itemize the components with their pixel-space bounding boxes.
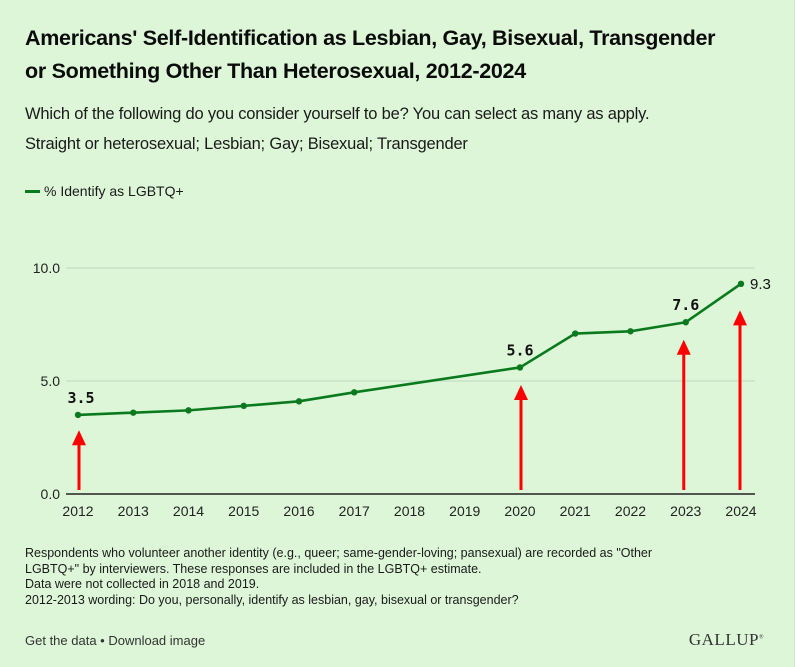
x-tick-label: 2022: [615, 503, 646, 519]
annotation-arrow-head: [72, 430, 86, 446]
x-tick-label: 2012: [62, 503, 93, 519]
x-tick-label: 2017: [339, 503, 370, 519]
data-point: [572, 330, 579, 337]
footnotes: Respondents who volunteer another identi…: [25, 546, 785, 608]
footer-links: Get the data • Download image: [25, 633, 205, 648]
data-label: 3.5: [67, 389, 94, 407]
x-tick-label: 2014: [173, 503, 204, 519]
annotation-arrow-head: [514, 385, 528, 400]
series-line: [77, 282, 742, 417]
line-chart: 0.0 5.0 10.0 2012 2013 2014 2015 2016 2017 2018 20…: [33, 260, 771, 519]
data-point: [130, 409, 137, 416]
title-line-1: Americans' Self-Identification as Lesbia…: [25, 26, 716, 50]
x-tick-label: 2016: [283, 503, 314, 519]
x-tick-label: 2020: [504, 503, 535, 519]
annotation-arrow-head: [676, 339, 691, 355]
data-label: 5.6: [506, 341, 533, 359]
y-tick-label: 5.0: [41, 373, 61, 389]
x-tick-label: 2015: [228, 503, 259, 519]
footnote-line: Data were not collected in 2018 and 2019…: [25, 577, 260, 591]
data-label: 9.3: [750, 276, 771, 293]
chart-title: Americans' Self-Identification as Lesbia…: [25, 22, 785, 88]
footer-separator: •: [96, 633, 109, 648]
legend-label: % Identify as LGBTQ+: [44, 183, 184, 199]
logo-text: GALLUP: [688, 630, 759, 649]
subtitle-line-1: Which of the following do you consider y…: [25, 105, 650, 123]
annotation-arrow-head: [733, 310, 747, 326]
download-image-link[interactable]: Download image: [108, 633, 206, 648]
data-label: 7.6: [672, 296, 699, 314]
legend: % Identify as LGBTQ+: [25, 183, 184, 199]
registered-mark: ®: [758, 634, 764, 641]
title-line-2: or Something Other Than Heterosexual, 20…: [25, 59, 526, 83]
data-point: [682, 319, 689, 326]
subtitle-line-2: Straight or heterosexual; Lesbian; Gay; …: [25, 135, 468, 153]
data-point: [627, 328, 634, 335]
x-tick-label: 2023: [670, 503, 701, 519]
x-tick-label: 2018: [394, 503, 425, 519]
x-tick-label: 2024: [725, 503, 756, 519]
legend-swatch: [25, 189, 40, 193]
footnote-line: Respondents who volunteer another identi…: [25, 546, 653, 560]
chart-subtitle: Which of the following do you consider y…: [25, 99, 785, 159]
y-tick-label: 10.0: [33, 260, 60, 276]
data-point: [351, 389, 358, 396]
data-point: [240, 402, 247, 410]
x-tick-label: 2019: [449, 503, 480, 519]
footnote-line: LGBTQ+" by interviewers. These responses…: [25, 561, 482, 576]
x-tick-label: 2021: [560, 503, 591, 519]
data-point: [74, 411, 82, 419]
data-point: [295, 398, 303, 405]
data-point: [516, 364, 524, 371]
footnote-line: 2012-2013 wording: Do you, personally, i…: [25, 592, 519, 607]
data-point: [737, 280, 745, 288]
get-data-link[interactable]: Get the data: [25, 633, 97, 648]
x-tick-label: 2013: [118, 503, 149, 519]
y-tick-label: 0.0: [41, 486, 61, 502]
data-point: [185, 407, 192, 414]
gallup-logo: GALLUP®: [689, 630, 764, 650]
